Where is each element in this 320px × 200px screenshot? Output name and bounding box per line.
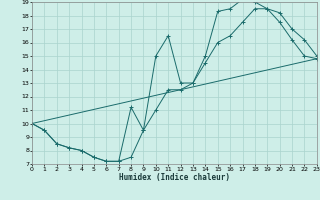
- X-axis label: Humidex (Indice chaleur): Humidex (Indice chaleur): [119, 173, 230, 182]
